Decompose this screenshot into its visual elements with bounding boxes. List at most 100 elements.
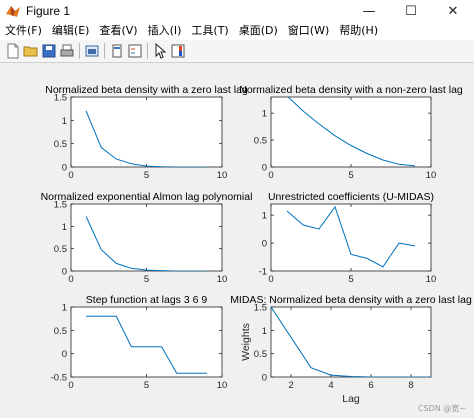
y-tick-label: 1.5 bbox=[254, 303, 267, 314]
y-tick-label: 0.5 bbox=[254, 349, 267, 360]
y-tick-label: 1 bbox=[262, 211, 267, 222]
watermark: CSDN @宽~ bbox=[417, 404, 466, 413]
x-axis-label: Lag bbox=[342, 393, 360, 405]
new-file-icon[interactable] bbox=[5, 43, 21, 59]
axes-3: Normalized exponential Almon lag polynom… bbox=[41, 191, 253, 285]
axes-box bbox=[270, 96, 432, 168]
y-tick-label: 1.5 bbox=[54, 200, 67, 211]
window-title: Figure 1 bbox=[26, 4, 71, 18]
x-tick-label: 5 bbox=[348, 274, 353, 285]
x-tick-label: 10 bbox=[426, 274, 437, 285]
series-line bbox=[86, 315, 207, 374]
y-tick-label: 0 bbox=[262, 163, 267, 174]
toolbar bbox=[0, 40, 474, 63]
x-tick-label: 10 bbox=[217, 170, 228, 181]
x-tick-label: 5 bbox=[144, 170, 149, 181]
toolbar-separator bbox=[147, 43, 148, 59]
y-tick-label: 0 bbox=[62, 267, 67, 278]
x-tick-label: 4 bbox=[328, 380, 333, 391]
y-tick-label: 0 bbox=[262, 373, 267, 384]
open-folder-icon[interactable] bbox=[23, 43, 39, 59]
menu-help[interactable]: 帮助(H) bbox=[339, 24, 379, 37]
y-tick-label: -1 bbox=[259, 267, 267, 278]
x-tick-label: 0 bbox=[68, 170, 73, 181]
y-tick-label: 0 bbox=[62, 349, 67, 360]
figure-canvas: Normalized beta density with a zero last… bbox=[0, 63, 474, 418]
series-line bbox=[85, 216, 207, 271]
y-tick-label: 1 bbox=[62, 222, 67, 233]
y-tick-label: 0 bbox=[62, 163, 67, 174]
x-tick-label: 0 bbox=[68, 274, 73, 285]
axes-title: MIDAS: Normalized beta density with a ze… bbox=[230, 294, 472, 306]
y-tick-label: 0 bbox=[262, 239, 267, 250]
y-tick-label: 1 bbox=[62, 303, 67, 314]
subplot-grid: Normalized beta density with a zero last… bbox=[41, 84, 472, 405]
link-figure-icon[interactable] bbox=[84, 43, 100, 59]
toolbar-separator bbox=[104, 43, 105, 59]
y-tick-label: 0.5 bbox=[54, 139, 67, 150]
x-tick-label: 6 bbox=[368, 380, 373, 391]
toolbar-separator bbox=[79, 43, 80, 59]
y-tick-label: 0.5 bbox=[54, 244, 67, 255]
x-tick-label: 2 bbox=[288, 380, 293, 391]
y-tick-label: 1.5 bbox=[54, 93, 67, 104]
menu-view[interactable]: 查看(V) bbox=[99, 24, 138, 37]
print-icon[interactable] bbox=[59, 43, 75, 59]
save-icon[interactable] bbox=[41, 43, 57, 59]
x-tick-label: 0 bbox=[268, 274, 273, 285]
axes-4: Unrestricted coefficients (U-MIDAS)0 5 10-… bbox=[259, 191, 437, 285]
y-tick-label: 1 bbox=[262, 326, 267, 337]
y-tick-label: 1 bbox=[62, 116, 67, 127]
matlab-figure-icon bbox=[6, 6, 20, 17]
legend-icon[interactable] bbox=[127, 43, 143, 59]
x-tick-label: 5 bbox=[144, 380, 149, 391]
y-tick-label: 0.5 bbox=[54, 326, 67, 337]
close-icon: ✕ bbox=[447, 3, 459, 19]
x-tick-label: 5 bbox=[348, 170, 353, 181]
x-tick-label: 8 bbox=[408, 380, 413, 391]
axes-box bbox=[270, 306, 432, 378]
close-button[interactable]: ✕ bbox=[432, 0, 474, 22]
axes-box bbox=[70, 306, 223, 378]
menu-edit[interactable]: 编辑(E) bbox=[51, 24, 90, 37]
maximize-icon: ☐ bbox=[405, 3, 417, 19]
menu-file[interactable]: 文件(F) bbox=[5, 24, 42, 37]
y-tick-label: 0.5 bbox=[254, 136, 267, 147]
pointer-icon[interactable] bbox=[152, 43, 168, 59]
maximize-button[interactable]: ☐ bbox=[390, 0, 432, 22]
minimize-button[interactable]: — bbox=[348, 0, 390, 22]
x-tick-label: 10 bbox=[426, 170, 437, 181]
y-axis-label: Weights bbox=[240, 323, 252, 361]
series-line bbox=[85, 110, 207, 167]
axes-box bbox=[270, 203, 432, 272]
menu-tools[interactable]: 工具(T) bbox=[191, 24, 229, 37]
series-line bbox=[286, 205, 416, 268]
x-tick-label: 5 bbox=[144, 274, 149, 285]
x-tick-label: 0 bbox=[68, 380, 73, 391]
axes-box bbox=[70, 203, 223, 272]
title-bar: Figure 1 — ☐ ✕ bbox=[0, 0, 474, 23]
axes-title: Normalized beta density with a zero last… bbox=[45, 84, 248, 96]
x-tick-label: 0 bbox=[268, 170, 273, 181]
axes-title: Normalized beta density with a non-zero … bbox=[239, 84, 463, 96]
axes-5: Step function at lags 3 6 90 5 10-0.500.51 bbox=[51, 294, 228, 391]
axes-2: Normalized beta density with a non-zero … bbox=[239, 84, 463, 181]
series-line bbox=[287, 97, 416, 167]
menu-window[interactable]: 窗口(W) bbox=[287, 24, 330, 37]
colorbar-icon[interactable] bbox=[170, 43, 186, 59]
minimize-icon: — bbox=[362, 3, 376, 19]
series-line bbox=[271, 307, 431, 377]
menu-insert[interactable]: 插入(I) bbox=[147, 24, 182, 37]
axes-1: Normalized beta density with a zero last… bbox=[45, 84, 248, 181]
axes-title: Unrestricted coefficients (U-MIDAS) bbox=[268, 191, 434, 203]
menu-bar: 文件(F) 编辑(E) 查看(V) 插入(I) 工具(T) 桌面(D) 窗口(W… bbox=[0, 22, 474, 40]
x-tick-label: 10 bbox=[217, 274, 228, 285]
y-tick-label: -0.5 bbox=[51, 373, 67, 384]
y-tick-label: 1 bbox=[262, 109, 267, 120]
axes-6: MIDAS: Normalized beta density with a ze… bbox=[230, 294, 472, 405]
menu-desktop[interactable]: 桌面(D) bbox=[238, 24, 278, 37]
axes-box bbox=[70, 96, 223, 168]
dock-icon[interactable] bbox=[109, 43, 125, 59]
axes-title: Step function at lags 3 6 9 bbox=[86, 294, 208, 306]
axes-title: Normalized exponential Almon lag polynom… bbox=[41, 191, 253, 203]
